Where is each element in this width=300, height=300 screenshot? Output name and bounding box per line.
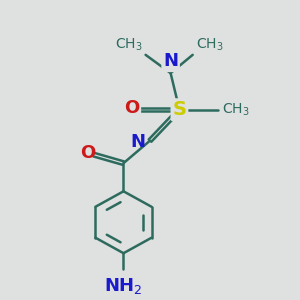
Text: CH$_3$: CH$_3$ — [115, 37, 142, 53]
Text: NH$_2$: NH$_2$ — [104, 276, 143, 296]
Text: N: N — [163, 52, 178, 70]
Text: N: N — [130, 133, 146, 151]
Text: O: O — [124, 99, 140, 117]
Text: O: O — [80, 144, 95, 162]
Text: CH$_3$: CH$_3$ — [222, 101, 250, 118]
Text: S: S — [172, 100, 186, 119]
Text: CH$_3$: CH$_3$ — [196, 37, 223, 53]
